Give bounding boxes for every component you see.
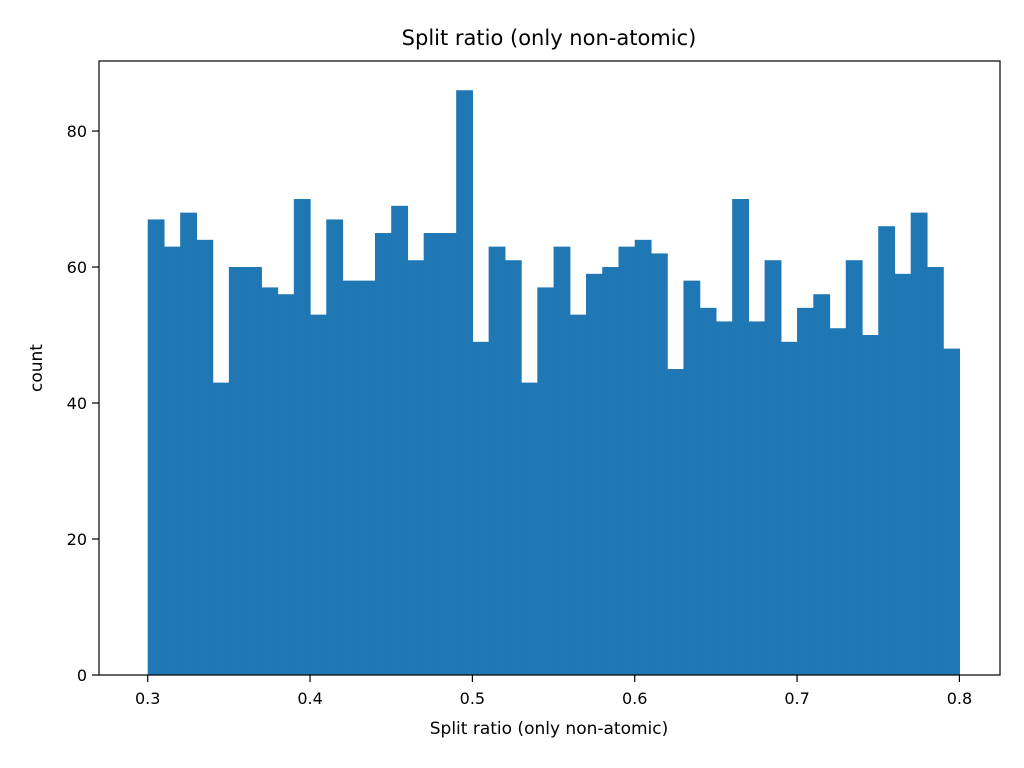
histogram-bar [488,246,506,675]
y-tick-label: 80 [67,122,87,141]
histogram-bar [261,287,279,675]
bars-group [147,90,961,675]
histogram-bar [943,348,961,675]
histogram-bar [586,273,603,675]
histogram-bar [683,280,701,675]
x-axis-label: Split ratio (only non-atomic) [430,719,669,739]
y-axis-label: count [27,344,47,392]
x-tick-label: 0.7 [784,689,809,708]
histogram-bar [358,280,376,675]
histogram-bar [472,341,490,675]
histogram-bar [245,267,262,675]
x-tick-label: 0.8 [947,689,972,708]
histogram-bar [342,280,360,675]
histogram-bar [862,335,879,675]
y-tick-label: 20 [67,530,87,549]
y-tick-label: 40 [67,394,87,413]
x-tick-label: 0.5 [460,689,485,708]
histogram-bar [553,246,571,675]
histogram-bar [748,321,766,675]
x-tick-label: 0.3 [135,689,160,708]
histogram-bar [829,328,847,675]
histogram-bar [212,382,230,675]
histogram-bar [439,233,457,675]
x-axis-ticks: 0.3 0.4 0.5 0.6 0.7 0.8 [135,675,972,708]
histogram-bar [180,212,198,675]
histogram-bar [894,273,912,675]
histogram-bar [228,267,246,675]
histogram-bar [699,307,717,675]
histogram-bar [667,369,685,675]
histogram-bar [423,233,441,675]
histogram-bar [277,294,295,675]
histogram-bar [780,341,798,675]
y-axis-ticks: 0 20 40 60 80 [67,122,99,685]
histogram-bar [163,246,181,675]
histogram-bar [878,226,896,675]
y-tick-label: 0 [77,666,87,685]
histogram-bar [764,260,782,675]
histogram-bar [926,267,944,675]
x-tick-label: 0.4 [297,689,322,708]
histogram-bar [537,287,555,675]
histogram-bar [569,314,587,675]
plot-frame [98,60,1001,676]
histogram-bar [293,199,311,675]
histogram-bar [813,294,831,675]
histogram-bar [407,260,425,675]
histogram-bar [326,219,344,675]
histogram-bar [391,205,409,675]
histogram-bar [732,199,749,675]
histogram-bar [910,212,928,675]
histogram-bar [715,321,733,675]
histogram-bar [634,239,652,675]
histogram-bar [845,260,863,675]
histogram-bar [504,260,522,675]
histogram-bar [650,253,668,675]
histogram-bar [618,246,636,675]
histogram-bar [797,307,814,675]
histogram-bar [196,239,214,675]
x-tick-label: 0.6 [622,689,647,708]
histogram-bar [310,314,327,675]
y-tick-label: 60 [67,258,87,277]
histogram-bar [456,90,473,675]
chart-title: Split ratio (only non-atomic) [402,26,697,50]
histogram-bar [602,267,620,675]
histogram-bar [374,233,392,675]
histogram-bar [521,382,538,675]
histogram-bar [147,219,165,675]
